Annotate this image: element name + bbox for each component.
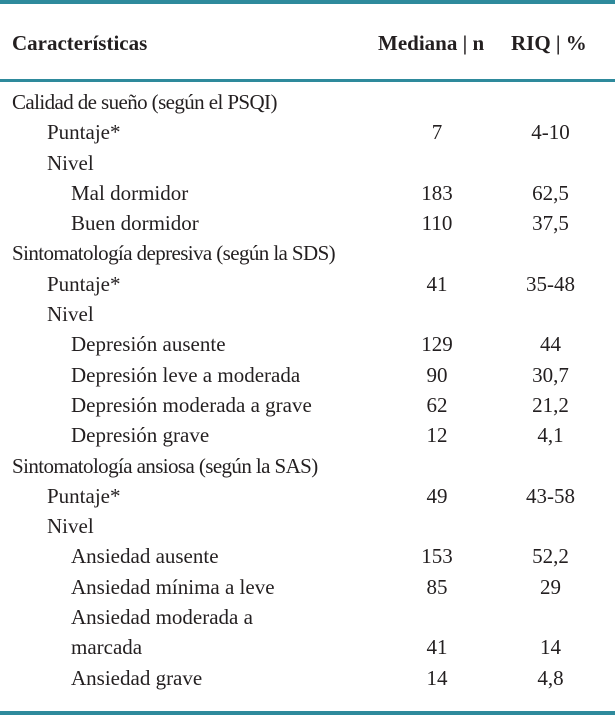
row-label: Puntaje* xyxy=(47,271,121,296)
row-label: Depresión grave xyxy=(71,423,210,448)
riq-pct-cell: 44 xyxy=(540,332,561,357)
table-row: Ansiedad moderada a xyxy=(0,601,615,631)
median-n-cell: 85 xyxy=(426,574,448,599)
table-row: Sintomatología depresiva (según la SDS) xyxy=(0,237,615,267)
row-label: Depresión moderada a grave xyxy=(71,392,312,417)
table-row: Sintomatología ansiosa (según la SAS) xyxy=(0,450,615,480)
bottom-rule xyxy=(0,711,615,715)
table-row: Nivel xyxy=(0,510,615,540)
header-characteristics: Características xyxy=(12,31,148,55)
riq-pct-cell: 14 xyxy=(540,635,561,660)
table-row: Ansiedad ausente 153 52,2 xyxy=(0,540,615,570)
median-n-cell: 12 xyxy=(426,423,448,448)
table-row: Puntaje* 41 35-48 xyxy=(0,268,615,298)
header-median-n: Mediana | n xyxy=(378,31,485,55)
table-row: Nivel xyxy=(0,147,615,177)
table-row: Buen dormidor 110 37,5 xyxy=(0,207,615,237)
median-n-cell: 41 xyxy=(426,271,448,296)
median-n-cell: 129 xyxy=(421,332,453,357)
row-label: Ansiedad ausente xyxy=(71,544,219,569)
median-n-cell: 7 xyxy=(431,120,443,145)
riq-pct-cell: 4,8 xyxy=(537,665,564,690)
table-row: Depresión grave 12 4,1 xyxy=(0,419,615,449)
row-label: Puntaje* xyxy=(47,120,121,145)
header-rule xyxy=(0,79,615,82)
row-label: Depresión leve a moderada xyxy=(71,362,301,387)
row-label: Nivel xyxy=(47,150,94,175)
median-n-cell: 183 xyxy=(421,180,453,205)
row-label: Nivel xyxy=(47,514,94,539)
riq-pct-cell: 21,2 xyxy=(532,392,569,417)
riq-pct-cell: 35-48 xyxy=(526,271,575,296)
row-label: Ansiedad mínima a leve xyxy=(71,574,275,599)
riq-pct-cell: 29 xyxy=(540,574,561,599)
riq-pct-cell: 52,2 xyxy=(532,544,569,569)
top-rule xyxy=(0,0,615,4)
row-label: marcada xyxy=(71,635,143,660)
row-label: Mal dormidor xyxy=(71,180,189,205)
median-n-cell: 14 xyxy=(426,665,448,690)
median-n-cell: 41 xyxy=(426,635,448,660)
row-label: Sintomatología depresiva (según la SDS) xyxy=(12,241,336,266)
table-row: Calidad de sueño (según el PSQI) xyxy=(0,86,615,116)
row-label: Ansiedad moderada a xyxy=(71,605,253,630)
median-n-cell: 62 xyxy=(426,392,448,417)
table-row: Puntaje* 49 43-58 xyxy=(0,480,615,510)
row-label: Buen dormidor xyxy=(71,211,199,236)
riq-pct-cell: 37,5 xyxy=(532,211,569,236)
table-row: Depresión leve a moderada 90 30,7 xyxy=(0,359,615,389)
riq-pct-cell: 43-58 xyxy=(526,483,575,508)
row-label: Calidad de sueño (según el PSQI) xyxy=(12,90,277,114)
median-n-cell: 153 xyxy=(421,544,453,569)
table-row: Nivel xyxy=(0,298,615,328)
riq-pct-cell: 30,7 xyxy=(532,362,569,387)
table-header: Características Mediana | n RIQ | % xyxy=(0,4,615,79)
median-n-cell: 90 xyxy=(426,362,448,387)
row-label: Puntaje* xyxy=(47,483,121,508)
table-row: marcada 41 14 xyxy=(0,631,615,661)
table-body: Calidad de sueño (según el PSQI) Puntaje*… xyxy=(0,86,615,692)
riq-pct-cell: 4,1 xyxy=(537,423,564,448)
row-label: Depresión ausente xyxy=(71,332,226,357)
table-row: Depresión ausente 129 44 xyxy=(0,328,615,358)
table-row: Mal dormidor 183 62,5 xyxy=(0,177,615,207)
median-n-cell: 49 xyxy=(426,483,448,508)
row-label: Nivel xyxy=(47,302,94,327)
table-row: Ansiedad mínima a leve 85 29 xyxy=(0,571,615,601)
riq-pct-cell: 62,5 xyxy=(532,180,569,205)
table-row: Puntaje* 7 4-10 xyxy=(0,116,615,146)
table-row: Ansiedad grave 14 4,8 xyxy=(0,662,615,692)
header-riq-pct: RIQ | % xyxy=(511,31,587,55)
row-label: Sintomatología ansiosa (según la SAS) xyxy=(12,453,318,478)
row-label: Ansiedad grave xyxy=(71,665,203,690)
median-n-cell: 110 xyxy=(421,211,453,236)
riq-pct-cell: 4-10 xyxy=(531,120,570,145)
table-row: Depresión moderada a grave 62 21,2 xyxy=(0,389,615,419)
